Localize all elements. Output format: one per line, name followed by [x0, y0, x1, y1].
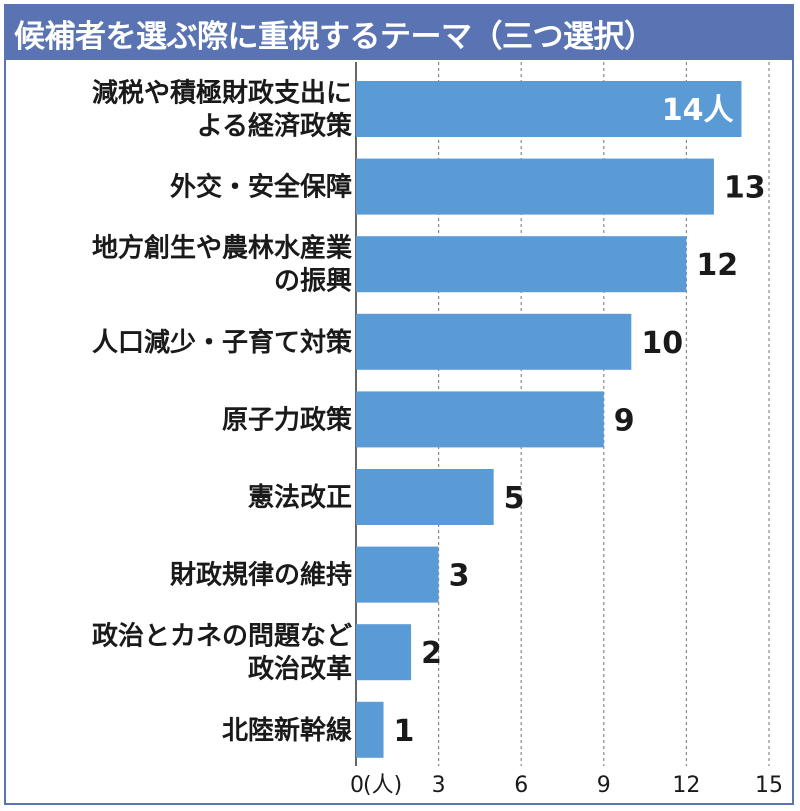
bar-5 — [356, 391, 604, 448]
bar-1 — [356, 81, 742, 137]
bar-7 — [356, 546, 439, 603]
bar-9 — [356, 701, 384, 758]
category-label-8: 政治とカネの問題など政治改革 — [92, 621, 352, 685]
category-label-9: 北陸新幹線 — [222, 715, 352, 746]
x-tick-label-9: 9 — [597, 773, 611, 798]
bar-8 — [356, 624, 412, 681]
value-label-3: 12 — [696, 248, 738, 283]
value-label-6: 5 — [504, 481, 525, 516]
value-label-9: 1 — [394, 714, 415, 749]
category-label-4: 人口減少・子育て対策 — [92, 327, 352, 358]
bar-4 — [356, 313, 632, 370]
x-tick-label-6: 6 — [514, 773, 528, 798]
category-label-3: 地方創生や農林水産業の振興 — [92, 233, 352, 297]
category-label-1: 減税や積極財政支出による経済政策 — [92, 78, 352, 142]
bar-6 — [356, 469, 494, 525]
x-axis-unit: (人) — [363, 773, 402, 798]
bar-2 — [356, 158, 714, 215]
value-label-5: 9 — [614, 403, 635, 438]
category-label-6: 憲法改正 — [248, 482, 352, 513]
value-label-7: 3 — [449, 559, 470, 594]
chart-title: 候補者を選ぶ際に重視するテーマ（三つ選択） — [14, 18, 655, 55]
x-tick-label-3: 3 — [432, 773, 446, 798]
bar-3 — [356, 236, 687, 293]
value-label-4: 10 — [641, 326, 683, 361]
category-label-5: 原子力政策 — [222, 404, 352, 435]
value-label-1: 14人 — [662, 93, 734, 128]
chart-frame: 減税や積極財政支出による経済政策 14人 外交・安全保障 13 地方創生や農林水産業の振… — [4, 4, 794, 805]
value-label-2: 13 — [724, 171, 766, 206]
title-bar: 候補者を選ぶ際に重視するテーマ（三つ選択） — [6, 6, 792, 60]
category-label-7: 財政規律の維持 — [170, 560, 352, 591]
x-tick-label-15: 15 — [755, 773, 783, 798]
x-tick-label-0: 0 — [350, 773, 364, 798]
category-label-2: 外交・安全保障 — [170, 172, 352, 203]
x-tick-label-12: 12 — [672, 773, 700, 798]
value-label-8: 2 — [421, 636, 442, 671]
